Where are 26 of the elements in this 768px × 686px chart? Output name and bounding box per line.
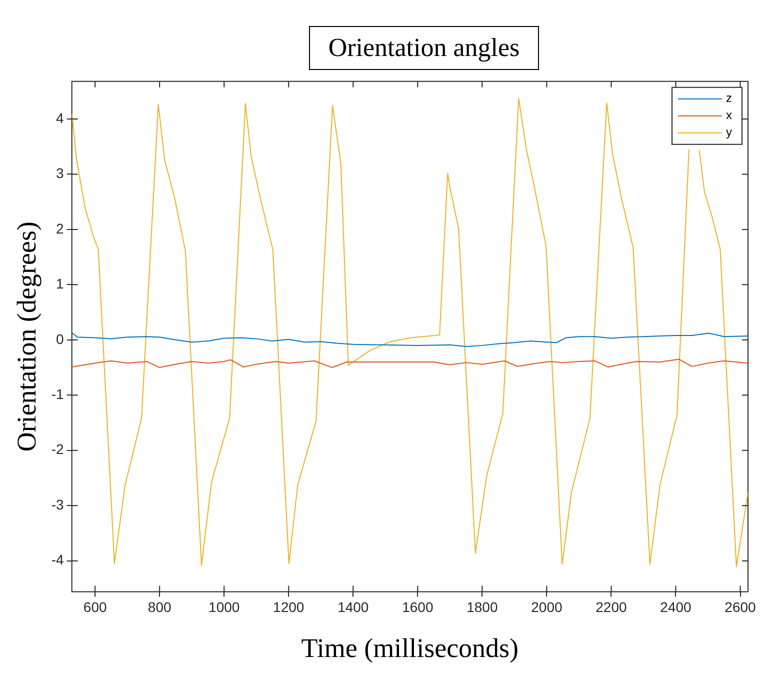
x-tick-label: 2200 xyxy=(596,599,627,616)
x-tick-label: 1600 xyxy=(402,599,434,616)
x-tick-label: 2000 xyxy=(531,599,562,616)
x-tick-label: 1200 xyxy=(273,599,304,616)
x-tick-label: 1400 xyxy=(338,599,369,616)
y-tick-label: -3 xyxy=(51,496,64,512)
y-tick-label: 2 xyxy=(56,220,64,236)
y-tick-label: 4 xyxy=(56,110,64,126)
legend-label: z xyxy=(726,91,732,106)
x-axis-title: Time (milliseconds) xyxy=(301,632,519,663)
x-tick-label: 600 xyxy=(83,599,107,616)
x-tick-label: 1000 xyxy=(208,599,240,616)
y-tick-label: 1 xyxy=(56,276,64,292)
y-tick-label: 3 xyxy=(56,165,64,182)
y-tick-label: 0 xyxy=(56,330,64,347)
chart-title: Orientation angles xyxy=(309,26,539,70)
x-tick-label: 1800 xyxy=(466,599,498,616)
legend-label: y xyxy=(726,125,732,140)
y-axis-title: Orientation (degrees) xyxy=(11,222,42,452)
legend-label: x xyxy=(726,108,732,122)
x-tick-label: 800 xyxy=(148,599,172,616)
y-tick-label: -4 xyxy=(51,552,64,568)
y-tick-label: -1 xyxy=(51,386,64,402)
y-tick-label: -2 xyxy=(51,441,64,458)
x-tick-label: 2400 xyxy=(660,599,692,616)
x-tick-label: 2600 xyxy=(724,599,756,616)
